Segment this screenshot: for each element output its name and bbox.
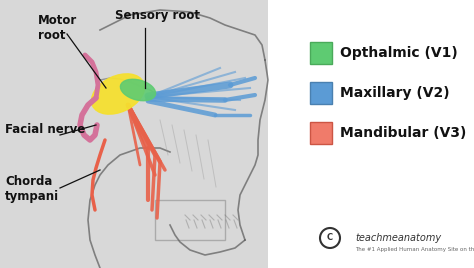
Text: Motor
root: Motor root xyxy=(38,14,77,42)
Bar xyxy=(0,0,268,268)
Bar xyxy=(310,82,332,104)
Text: Maxillary (V2): Maxillary (V2) xyxy=(340,86,450,100)
Ellipse shape xyxy=(120,79,155,101)
Text: Opthalmic (V1): Opthalmic (V1) xyxy=(340,46,458,60)
Bar xyxy=(155,200,225,240)
Bar xyxy=(310,42,332,64)
Text: The #1 Applied Human Anatomy Site on the Web.: The #1 Applied Human Anatomy Site on the… xyxy=(355,248,474,252)
Text: teachmeanatomy: teachmeanatomy xyxy=(355,233,441,243)
Text: Facial nerve: Facial nerve xyxy=(5,123,85,136)
Text: C: C xyxy=(327,233,333,243)
Text: Chorda
tympani: Chorda tympani xyxy=(5,175,59,203)
Ellipse shape xyxy=(91,74,145,114)
Bar xyxy=(310,122,332,144)
Text: Sensory root: Sensory root xyxy=(115,9,200,22)
Text: Mandibular (V3): Mandibular (V3) xyxy=(340,126,466,140)
